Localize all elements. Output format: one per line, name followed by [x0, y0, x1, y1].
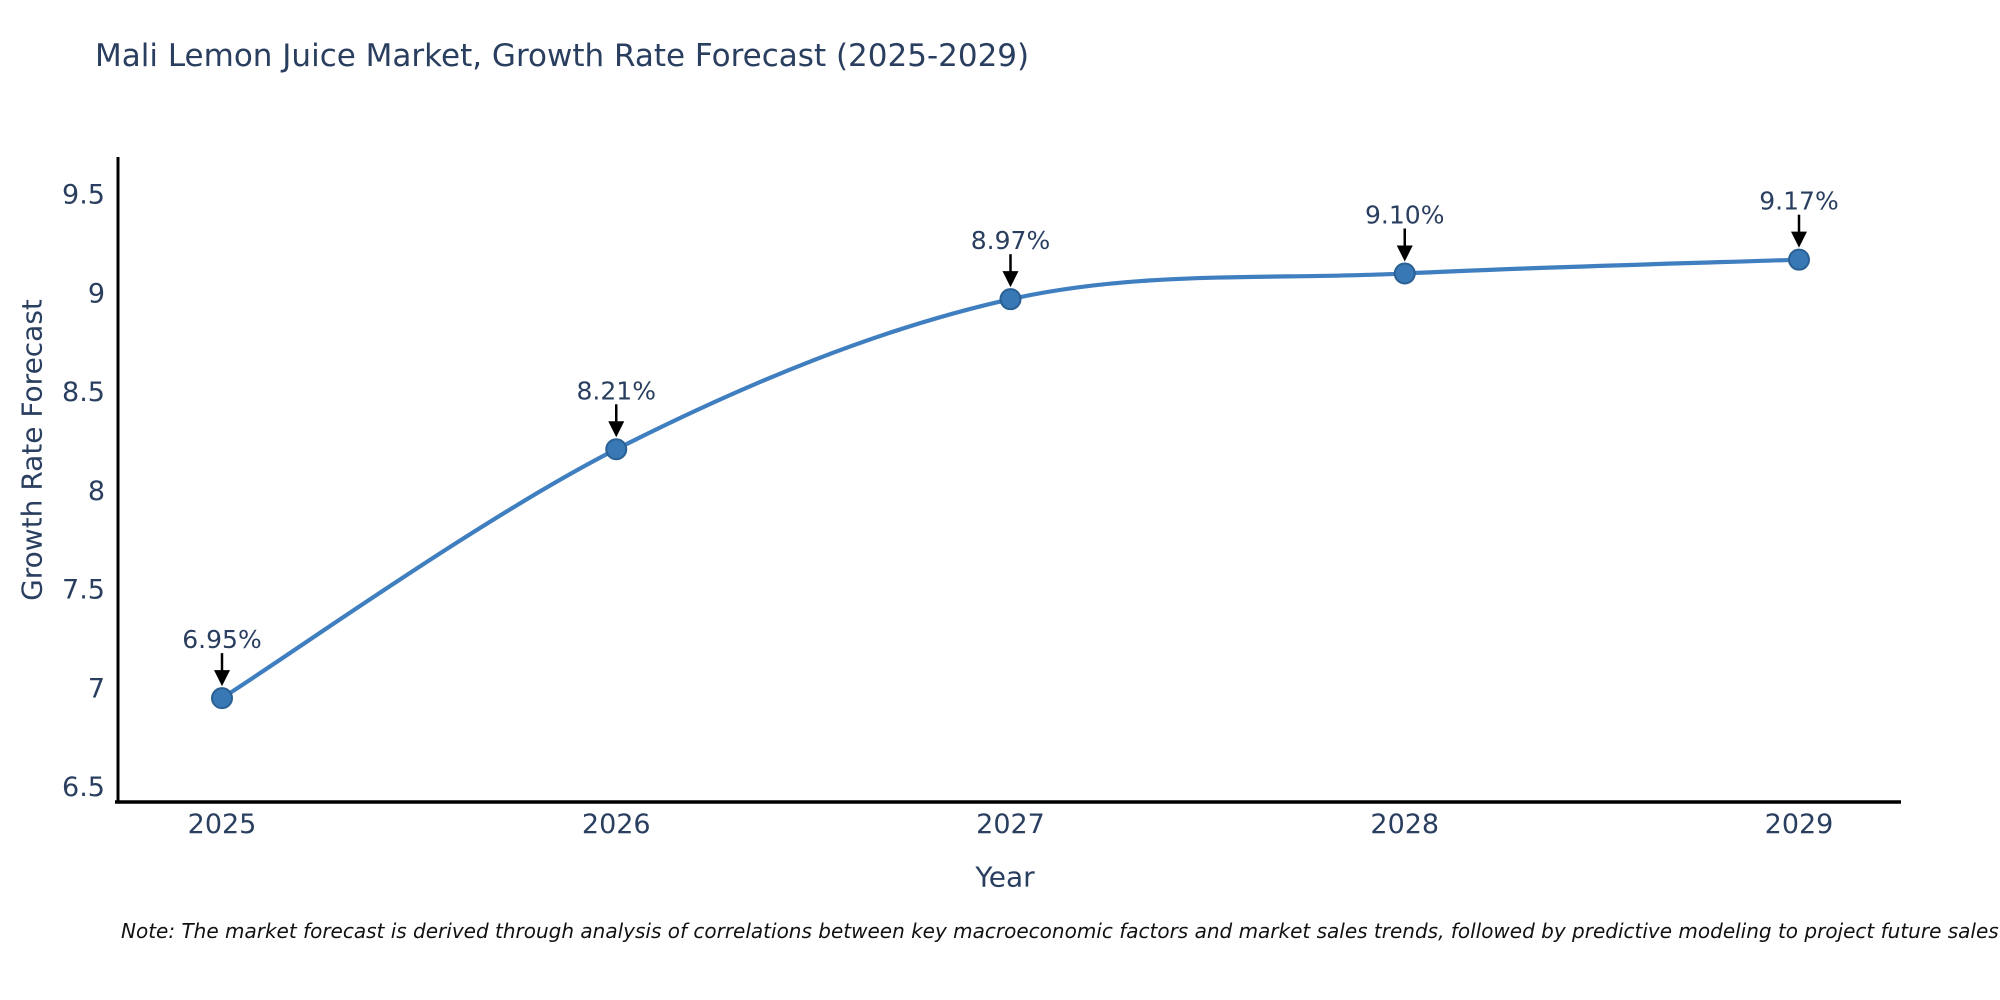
y-tick-label: 8 [88, 476, 105, 507]
x-axis-title: Year [975, 860, 1035, 894]
point-value-label: 8.97% [971, 226, 1050, 255]
y-tick-label: 7.5 [62, 575, 105, 606]
x-tick-label: 2027 [976, 809, 1045, 840]
annotation-arrowhead [1791, 231, 1807, 248]
data-point-marker [1788, 248, 1810, 271]
y-tick-label: 7 [88, 673, 105, 704]
x-tick-label: 2029 [1765, 809, 1834, 840]
y-tick-label: 6.5 [62, 772, 105, 803]
y-tick-label: 9 [88, 278, 105, 309]
x-tick-label: 2028 [1370, 809, 1439, 840]
x-tick-label: 2026 [582, 809, 651, 840]
footnote: Note: The market forecast is derived thr… [121, 919, 1999, 943]
data-point-marker [1393, 262, 1416, 285]
point-value-label: 6.95% [182, 625, 261, 654]
annotation-arrowhead [1396, 245, 1413, 262]
chart-title: Mali Lemon Juice Market, Growth Rate For… [95, 38, 1030, 74]
annotation-arrowhead [214, 670, 230, 687]
forecast-line [220, 257, 1800, 700]
data-point-marker [605, 438, 628, 461]
y-tick-label: 9.5 [62, 180, 105, 211]
point-value-label: 8.21% [577, 376, 656, 405]
annotation-arrowhead [1002, 271, 1019, 288]
data-point-marker [211, 687, 233, 710]
point-value-label: 9.10% [1365, 201, 1444, 230]
x-tick-label: 2025 [188, 809, 257, 840]
annotation-arrowhead [608, 421, 625, 438]
data-point-marker [999, 288, 1022, 311]
point-value-label: 9.17% [1759, 187, 1838, 216]
y-tick-label: 8.5 [62, 377, 105, 408]
